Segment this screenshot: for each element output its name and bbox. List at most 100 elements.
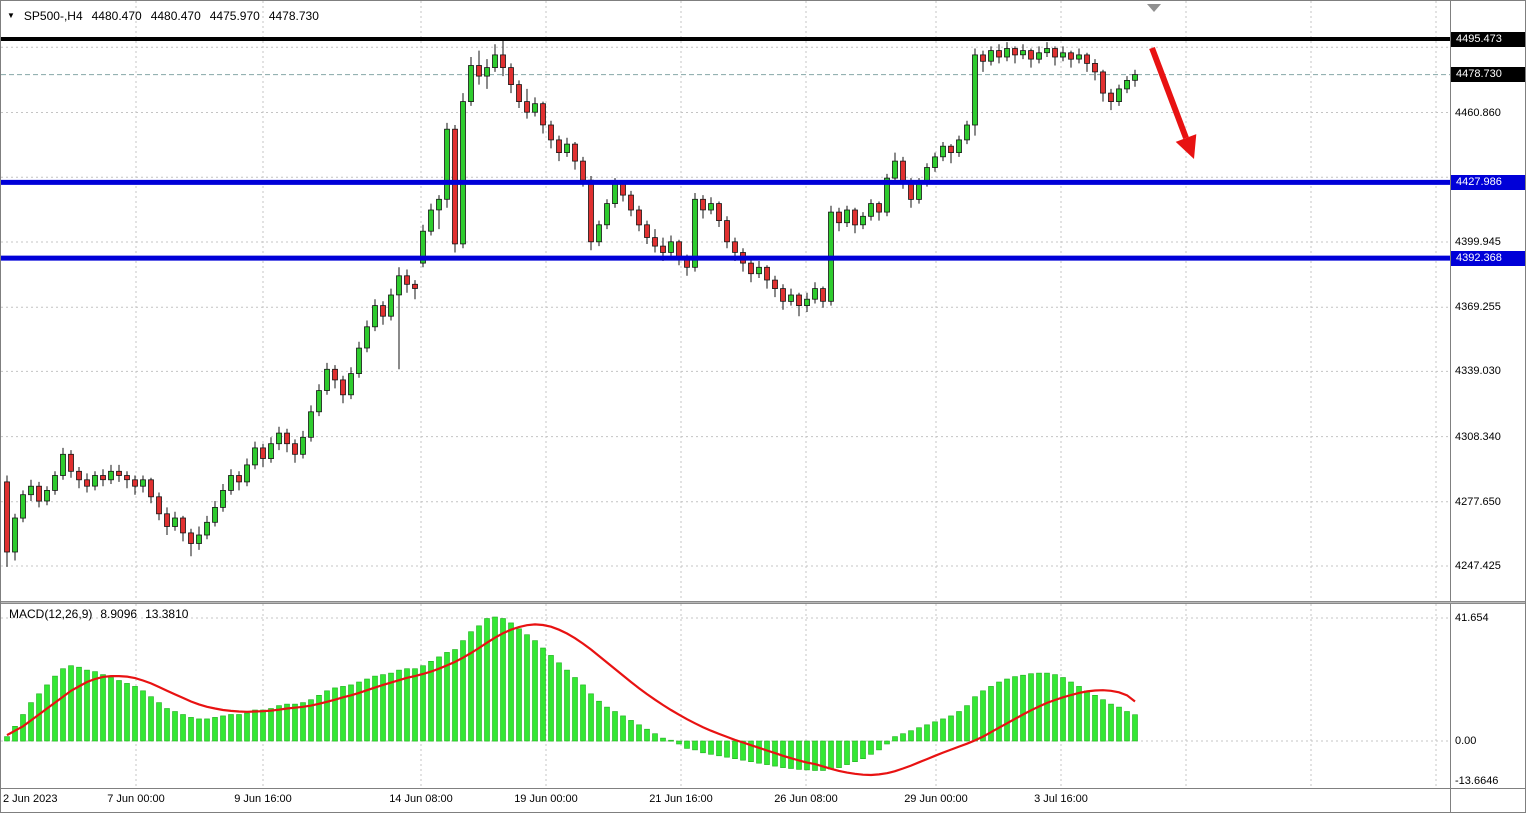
macd-signal-value: 13.3810	[145, 607, 189, 621]
macd-bar	[108, 677, 114, 742]
price-badge: 4427.986	[1451, 174, 1525, 190]
macd-bar	[204, 718, 210, 742]
macd-bar	[676, 740, 682, 745]
candle-body	[476, 65, 482, 77]
price-axis-label: 4460.860	[1455, 106, 1501, 119]
macd-bar	[68, 665, 74, 742]
candle-body	[308, 411, 314, 438]
candle-body	[700, 198, 706, 211]
macd-bar	[388, 672, 394, 742]
candle-body	[796, 294, 802, 307]
macd-bar	[892, 736, 898, 742]
candle-body	[1028, 50, 1034, 60]
macd-bar	[148, 696, 154, 742]
macd-bar	[708, 740, 714, 755]
candle-body	[1100, 71, 1106, 94]
candle-body	[508, 67, 514, 85]
macd-bar	[404, 668, 410, 742]
macd-bar	[588, 693, 594, 742]
candle-body	[900, 160, 906, 183]
candle-body	[708, 203, 714, 211]
time-axis-label: 29 Jun 00:00	[904, 793, 968, 805]
macd-bar	[220, 715, 226, 742]
price-badge: 4392.368	[1451, 250, 1525, 266]
time-axis-label: 19 Jun 00:00	[514, 793, 578, 805]
candle-body	[628, 194, 634, 211]
macd-bar	[380, 674, 386, 742]
candle-body	[148, 479, 154, 498]
candle-body	[596, 224, 602, 243]
candle-body	[412, 283, 418, 289]
macd-bar	[340, 686, 346, 742]
price-axis-label: 4369.255	[1455, 301, 1501, 314]
macd-bar	[964, 705, 970, 742]
trend-arrow-head[interactable]	[1175, 134, 1197, 159]
macd-bar	[476, 625, 482, 742]
candle-body	[68, 453, 74, 472]
candle-body	[564, 143, 570, 154]
candle-body	[1092, 63, 1098, 73]
candles-layer	[4, 40, 1138, 567]
candle-body	[204, 521, 210, 536]
macd-bar	[396, 669, 402, 742]
macd-bar	[1116, 706, 1122, 742]
macd-bar	[724, 740, 730, 758]
candle-body	[52, 475, 58, 491]
candle-body	[932, 156, 938, 168]
candle-body	[612, 181, 618, 204]
candle-body	[756, 266, 762, 275]
time-axis-label: 14 Jun 08:00	[389, 793, 453, 805]
macd-bar	[428, 660, 434, 742]
macd-bar	[172, 711, 178, 742]
macd-bar	[668, 739, 674, 742]
candle-body	[876, 203, 882, 213]
candle-body	[492, 54, 498, 69]
candle-body	[1068, 52, 1074, 60]
macd-bar	[324, 690, 330, 742]
candle-body	[844, 209, 850, 224]
candle-body	[92, 475, 98, 487]
ohlc-close: 4478.730	[268, 9, 319, 23]
time-axis-label: 7 Jun 00:00	[107, 793, 165, 805]
macd-bar	[580, 684, 586, 742]
macd-bar	[620, 715, 626, 742]
macd-bar	[644, 728, 650, 742]
candle-body	[452, 128, 458, 245]
scroll-to-end-icon[interactable]	[1147, 4, 1161, 12]
candle-body	[100, 475, 106, 481]
trend-arrow[interactable]	[1149, 46, 1189, 140]
macd-bar	[1132, 714, 1138, 742]
candle-body	[36, 485, 42, 502]
candle-body	[604, 203, 610, 226]
macd-bar	[732, 740, 738, 760]
candle-body	[1012, 48, 1018, 56]
candle-body	[812, 288, 818, 300]
macd-bar	[596, 700, 602, 742]
macd-bar	[524, 634, 530, 742]
candle-body	[524, 101, 530, 113]
macd-bar	[44, 684, 50, 742]
macd-bar	[1068, 681, 1074, 742]
macd-bar	[268, 708, 274, 742]
macd-bar	[956, 711, 962, 742]
candlestick-chart[interactable]	[1, 1, 1450, 602]
macd-bar	[1012, 676, 1018, 742]
macd-bar	[196, 718, 202, 742]
macd-bar	[612, 711, 618, 742]
macd-bar	[868, 740, 874, 755]
macd-bar	[100, 674, 106, 742]
candle-body	[884, 177, 890, 213]
macd-bar	[700, 740, 706, 754]
panel-divider[interactable]	[1, 601, 1525, 604]
symbol-dropdown-icon[interactable]: ▼	[7, 11, 15, 20]
price-axis-label: 4247.425	[1455, 560, 1501, 572]
candle-body	[316, 390, 322, 413]
macd-bar	[796, 740, 802, 770]
candle-body	[396, 275, 402, 296]
price-axis[interactable]	[1450, 1, 1525, 812]
macd-indicator-panel[interactable]	[1, 604, 1450, 788]
candle-body	[588, 179, 594, 243]
macd-bar	[764, 740, 770, 765]
candle-body	[260, 447, 266, 459]
macd-bar	[916, 727, 922, 742]
